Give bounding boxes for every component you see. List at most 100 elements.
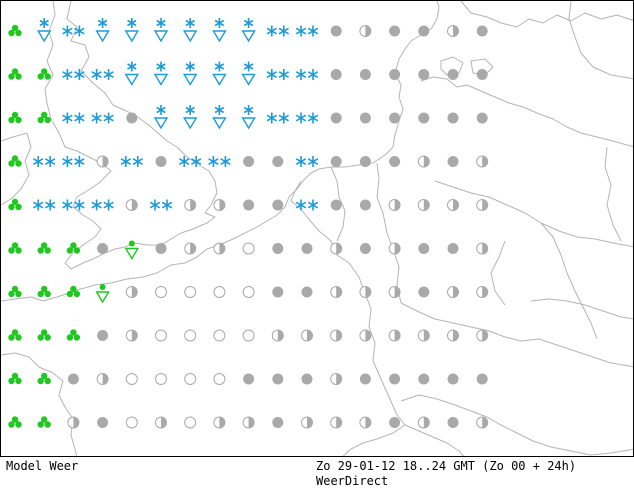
overcast-icon: [155, 156, 167, 167]
overcast-icon: [389, 112, 401, 124]
snow-shower-icon: [212, 61, 227, 86]
snow-icon: [295, 156, 319, 167]
snow-icon: [91, 69, 114, 80]
overcast-icon: [97, 243, 109, 254]
snow-shower-icon: [241, 18, 256, 43]
clear-icon: [242, 286, 255, 298]
rain-icon: [37, 68, 51, 80]
overcast-icon: [359, 243, 371, 254]
overcast-icon: [447, 156, 459, 167]
rain-icon: [37, 372, 51, 385]
partly-icon: [96, 373, 109, 385]
overcast-icon: [67, 373, 79, 385]
overcast-icon: [447, 417, 459, 428]
clear-icon: [242, 329, 255, 342]
snow-icon: [62, 156, 85, 167]
overcast-icon: [330, 69, 342, 80]
overcast-icon: [272, 373, 284, 385]
snow-shower-icon: [36, 18, 52, 43]
overcast-icon: [476, 25, 488, 37]
overcast-icon: [330, 156, 342, 167]
overcast-icon: [97, 417, 109, 428]
clear-icon: [184, 373, 197, 385]
overcast-icon: [447, 112, 459, 124]
snow-shower-icon: [241, 61, 256, 86]
partly-icon: [125, 199, 138, 211]
partly-icon: [447, 286, 459, 298]
overcast-icon: [418, 373, 430, 385]
partly-icon: [476, 199, 489, 211]
snow-shower-icon: [182, 18, 198, 43]
snow-shower-icon: [95, 18, 110, 43]
snow-icon: [295, 69, 319, 80]
rain-icon: [8, 198, 22, 211]
overcast-icon: [272, 417, 284, 428]
rain-icon: [66, 329, 81, 341]
overcast-icon: [301, 243, 313, 254]
overcast-icon: [359, 156, 371, 167]
overcast-icon: [243, 373, 255, 385]
snow-shower-icon: [124, 18, 140, 43]
overcast-icon: [389, 373, 401, 385]
overcast-icon: [447, 69, 459, 80]
partly-icon: [125, 286, 138, 298]
overcast-icon: [301, 373, 313, 385]
weather-symbols-layer: [8, 18, 489, 429]
partly-icon: [155, 416, 167, 429]
overcast-icon: [301, 286, 313, 298]
snow-shower-icon: [153, 105, 169, 130]
snow-shower-icon: [241, 105, 256, 130]
rain-icon: [8, 416, 22, 428]
clear-icon: [184, 416, 197, 429]
overcast-icon: [476, 373, 488, 385]
partly-icon: [388, 329, 401, 342]
overcast-icon: [359, 69, 371, 80]
overcast-icon: [359, 112, 371, 124]
overcast-icon: [272, 156, 284, 167]
overcast-icon: [97, 330, 109, 341]
overcast-icon: [243, 156, 255, 167]
clear-icon: [125, 373, 138, 385]
partly-icon: [213, 242, 226, 255]
partly-icon: [184, 199, 197, 211]
partly-icon: [96, 155, 109, 168]
snow-icon: [295, 25, 319, 37]
snow-icon: [149, 199, 173, 211]
partly-icon: [417, 199, 430, 211]
rain-shower-icon: [124, 240, 140, 260]
partly-icon: [388, 242, 401, 255]
clear-icon: [155, 329, 167, 342]
rain-icon: [8, 329, 22, 341]
partly-icon: [330, 286, 343, 298]
partly-icon: [476, 155, 489, 168]
snow-icon: [295, 199, 319, 211]
source-label: WeerDirect: [316, 474, 389, 488]
map-footer: Model Weer Zo 29-01-12 18..24 GMT (Zo 00…: [0, 457, 634, 494]
map-canvas: [1, 1, 633, 456]
overcast-icon: [418, 112, 430, 124]
partly-icon: [388, 286, 401, 298]
overcast-icon: [447, 243, 459, 254]
overcast-icon: [418, 69, 430, 80]
partly-icon: [417, 329, 430, 342]
overcast-icon: [272, 286, 284, 298]
snow-icon: [62, 112, 85, 124]
weather-map: [0, 0, 634, 457]
snow-icon: [120, 156, 143, 167]
overcast-icon: [243, 199, 255, 211]
partly-icon: [359, 286, 372, 298]
model-label: Model Weer: [6, 459, 79, 473]
overcast-icon: [272, 243, 284, 254]
overcast-icon: [418, 25, 430, 37]
partly-icon: [213, 416, 226, 429]
snow-shower-icon: [182, 105, 198, 130]
partly-icon: [301, 329, 313, 342]
partly-icon: [330, 242, 343, 255]
snow-icon: [91, 112, 114, 124]
rain-icon: [37, 329, 51, 341]
rain-icon: [66, 285, 81, 298]
partly-icon: [213, 199, 226, 211]
snow-icon: [266, 112, 289, 124]
overcast-icon: [418, 286, 430, 298]
clear-icon: [242, 242, 255, 255]
